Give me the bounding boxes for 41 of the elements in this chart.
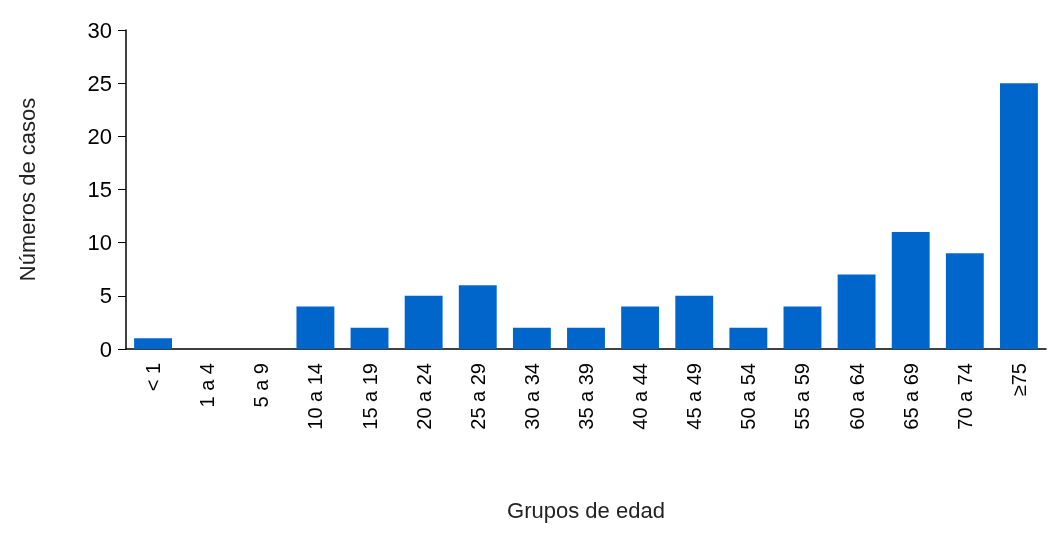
y-tick-label: 15 bbox=[87, 177, 112, 202]
bar bbox=[567, 327, 605, 349]
x-tick-label: 15 a 19 bbox=[358, 363, 381, 430]
x-tick-label: 5 a 9 bbox=[250, 363, 273, 408]
x-tick-label: 35 a 39 bbox=[575, 363, 597, 430]
x-tick-label: 55 a 59 bbox=[791, 363, 814, 430]
y-tick-label: 25 bbox=[87, 70, 112, 96]
x-axis-title: Grupos de edad bbox=[507, 497, 665, 523]
x-tick-label: 45 a 49 bbox=[683, 363, 706, 430]
bar bbox=[891, 232, 930, 349]
x-tick-label: 30 a 34 bbox=[520, 363, 543, 430]
bar bbox=[350, 327, 389, 349]
x-tick-label: ≥75 bbox=[1007, 363, 1030, 397]
y-tick-label: 30 bbox=[87, 17, 112, 43]
bar bbox=[512, 327, 551, 349]
y-axis-title: Números de casos bbox=[14, 97, 40, 282]
bar bbox=[729, 327, 768, 349]
x-tick-label: < 1 bbox=[142, 363, 165, 392]
x-tick-label: 65 a 69 bbox=[899, 363, 922, 430]
y-tick-label: 10 bbox=[87, 230, 112, 256]
x-tick-label: 1 a 4 bbox=[196, 363, 219, 408]
bar bbox=[783, 306, 822, 349]
x-tick-label: 40 a 44 bbox=[629, 363, 652, 430]
x-tick-label: 60 a 64 bbox=[845, 363, 868, 430]
y-tick-label: 20 bbox=[87, 123, 112, 149]
bar bbox=[837, 274, 876, 349]
y-tick-label: 5 bbox=[99, 283, 112, 309]
x-tick-label: 70 a 74 bbox=[953, 363, 976, 430]
bar bbox=[945, 253, 984, 349]
x-tick-label: 50 a 54 bbox=[737, 363, 760, 430]
x-tick-label: 25 a 29 bbox=[466, 363, 489, 430]
x-tick-label: 20 a 24 bbox=[412, 363, 435, 430]
bar bbox=[458, 285, 497, 349]
bar bbox=[1000, 83, 1038, 349]
bar bbox=[404, 295, 443, 349]
bar bbox=[621, 306, 660, 349]
bar bbox=[296, 306, 335, 349]
x-tick-label: 10 a 14 bbox=[304, 363, 327, 430]
y-tick-label: 0 bbox=[99, 336, 112, 362]
bar bbox=[675, 295, 714, 349]
bar bbox=[134, 338, 172, 349]
